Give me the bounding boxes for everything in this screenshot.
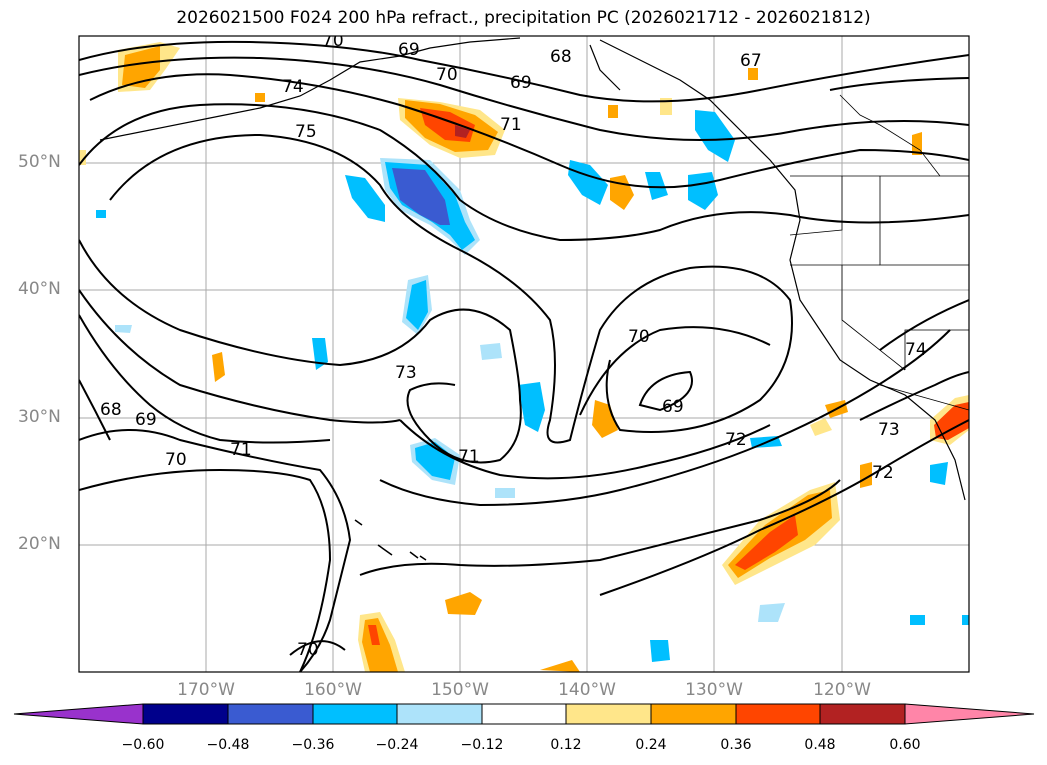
lon-label: 120°W (813, 680, 871, 700)
contour-label: 70 (297, 640, 319, 660)
contour-label: 71 (500, 115, 522, 135)
contour-label: 73 (395, 363, 417, 383)
colorbar-segment (565, 703, 652, 725)
colorbar-segment (650, 703, 737, 725)
refractivity-contours (79, 40, 969, 672)
colorbar-segment (396, 703, 483, 725)
contour-label: 75 (295, 122, 317, 142)
colorbar-tick-label: 0.12 (550, 737, 582, 753)
contour-label: 70 (322, 31, 344, 51)
colorbar-tick-label: −0.60 (121, 737, 165, 753)
colorbar-segment (735, 703, 821, 725)
contour-label: 72 (725, 430, 747, 450)
colorbar-tick-label: −0.24 (375, 737, 419, 753)
lat-label: 50°N (18, 152, 61, 172)
contour-label: 69 (398, 40, 420, 60)
colorbar-tick-label: −0.36 (291, 737, 335, 753)
colorbar-extend-low (13, 703, 144, 725)
map-frame (78, 35, 970, 673)
contour-label: 70 (165, 450, 187, 470)
contour-label: 72 (872, 463, 894, 483)
contour-label: 68 (100, 400, 122, 420)
colorbar-tick-label: 0.60 (889, 737, 921, 753)
contour-label: 69 (135, 410, 157, 430)
colorbar-tick-label: 0.24 (635, 737, 667, 753)
colorbar-segment (142, 703, 229, 725)
lon-label: 160°W (304, 680, 362, 700)
lon-label: 170°W (177, 680, 235, 700)
contour-label: 71 (458, 447, 480, 467)
contour-label: 70 (628, 327, 650, 347)
lat-label: 20°N (18, 534, 61, 554)
contour-label: 74 (282, 77, 304, 97)
contour-label: 74 (905, 340, 927, 360)
political-borders (789, 94, 969, 411)
lat-label: 30°N (18, 407, 61, 427)
contour-label: 67 (740, 51, 762, 71)
contour-label: 69 (662, 397, 684, 417)
colorbar-segment (819, 703, 906, 725)
lon-label: 140°W (558, 680, 616, 700)
colorbar-tick-label: −0.48 (206, 737, 250, 753)
colorbar-tick-label: 0.48 (804, 737, 836, 753)
lon-label: 150°W (431, 680, 489, 700)
precip-negative-areas (96, 110, 969, 662)
colorbar (13, 703, 1035, 725)
colorbar-segment (481, 703, 567, 725)
contour-label: 70 (436, 65, 458, 85)
colorbar-tick-label: −0.12 (460, 737, 504, 753)
contour-label: 69 (510, 73, 532, 93)
colorbar-tick-label: 0.36 (720, 737, 752, 753)
colorbar-extend-high (904, 703, 1035, 725)
colorbar-segment (312, 703, 398, 725)
contour-label: 68 (550, 47, 572, 67)
lat-label: 40°N (18, 279, 61, 299)
contour-label: 71 (230, 440, 252, 460)
contour-label-group: 70 69 68 67 74 70 69 71 75 70 73 69 72 7… (100, 31, 927, 660)
coastlines (99, 37, 966, 561)
colorbar-segment (227, 703, 314, 725)
lon-label: 130°W (685, 680, 743, 700)
contour-label: 73 (878, 420, 900, 440)
map-title: 2026021500 F024 200 hPa refract., precip… (176, 8, 871, 28)
